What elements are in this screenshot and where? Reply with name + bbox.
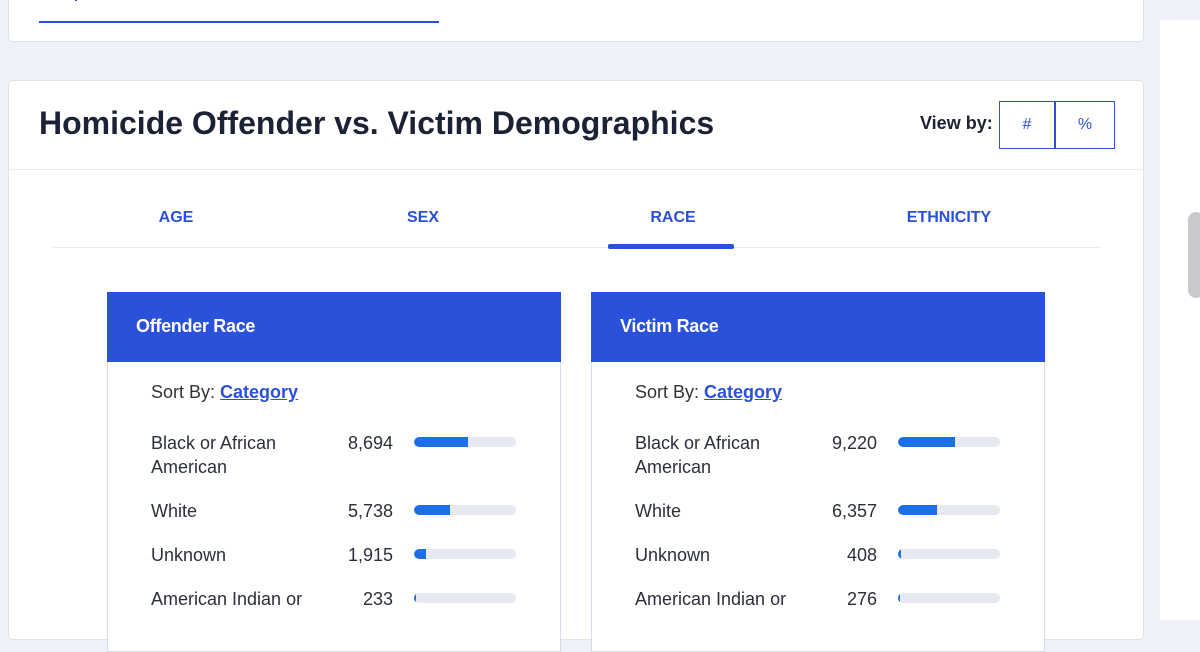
bar-track [898, 505, 1000, 515]
row-value: 9,220 [831, 433, 877, 453]
sort-row: Sort By: Category [635, 382, 782, 403]
row-value: 408 [846, 545, 877, 565]
card-header: Homicide Offender vs. Victim Demographic… [9, 81, 1143, 170]
panel-header: Offender Race [107, 292, 561, 362]
bar-fill [898, 593, 900, 603]
row-value: 5,738 [347, 501, 393, 521]
bar-fill [414, 593, 416, 603]
view-by-percent-button[interactable]: % [1055, 101, 1115, 149]
row-label: Unknown [635, 545, 711, 565]
bar-fill [898, 505, 937, 515]
list-item: Black or African American 8,694 [108, 431, 560, 477]
bar-track [898, 437, 1000, 447]
input-underline [39, 21, 439, 23]
tab-age[interactable]: AGE [158, 209, 194, 226]
bar-fill [898, 549, 901, 559]
bar-fill [414, 505, 450, 515]
bar-fill [414, 437, 469, 447]
list-item: White 5,738 [108, 499, 560, 539]
previous-card [8, 0, 1144, 42]
row-value: 1,915 [347, 545, 393, 565]
list-item: Black or African American 9,220 [592, 431, 1044, 477]
row-label: White [635, 501, 682, 521]
row-value: 6,357 [831, 501, 877, 521]
list-item: American Indian or 233 [108, 587, 560, 627]
row-label: American Indian or [151, 589, 303, 609]
bar-track [414, 505, 516, 515]
panel-title: Offender Race [136, 316, 256, 336]
list-item: American Indian or 276 [592, 587, 1044, 627]
sort-category-link[interactable]: Category [220, 382, 299, 402]
row-value: 233 [362, 589, 393, 609]
tab-race[interactable]: RACE [650, 209, 696, 226]
page-gutter [1160, 20, 1200, 620]
sort-row: Sort By: Category [151, 382, 298, 403]
sort-label: Sort By: [151, 382, 216, 402]
offender-race-panel: Offender Race Sort By: Category Black or… [107, 292, 561, 652]
demographics-card: Homicide Offender vs. Victim Demographic… [8, 80, 1144, 652]
bar-fill [414, 549, 427, 559]
bar-track [414, 549, 516, 559]
bar-track [898, 593, 1000, 603]
bar-fill [898, 437, 956, 447]
row-label: Black or African American [151, 433, 277, 477]
view-by-count-button[interactable]: # [999, 101, 1055, 149]
active-tab-indicator [608, 244, 734, 249]
list-item: Unknown 408 [592, 543, 1044, 583]
panel-title: Victim Race [620, 316, 719, 336]
bar-track [414, 437, 516, 447]
row-label: Black or African American [635, 433, 761, 477]
scrollbar-thumb[interactable] [1188, 212, 1200, 298]
row-label: White [151, 501, 198, 521]
sort-label: Sort By: [635, 382, 700, 402]
sort-category-link[interactable]: Category [704, 382, 783, 402]
row-label: Unknown [151, 545, 227, 565]
list-item: White 6,357 [592, 499, 1044, 539]
row-label: American Indian or [635, 589, 787, 609]
row-value: 8,694 [347, 433, 393, 453]
panel-header: Victim Race [591, 292, 1045, 362]
victim-race-panel: Victim Race Sort By: Category Black or A… [591, 292, 1045, 652]
page-title: Homicide Offender vs. Victim Demographic… [39, 105, 715, 141]
input-underline-tick [75, 0, 77, 1]
tab-sex[interactable]: SEX [406, 209, 439, 226]
view-by-label: View by: [920, 113, 993, 133]
tab-ethnicity[interactable]: ETHNICITY [906, 209, 992, 226]
list-item: Unknown 1,915 [108, 543, 560, 583]
row-value: 276 [846, 589, 877, 609]
bar-track [414, 593, 516, 603]
demographic-tabs: AGE SEX RACE ETHNICITY [53, 201, 1101, 249]
bar-track [898, 549, 1000, 559]
